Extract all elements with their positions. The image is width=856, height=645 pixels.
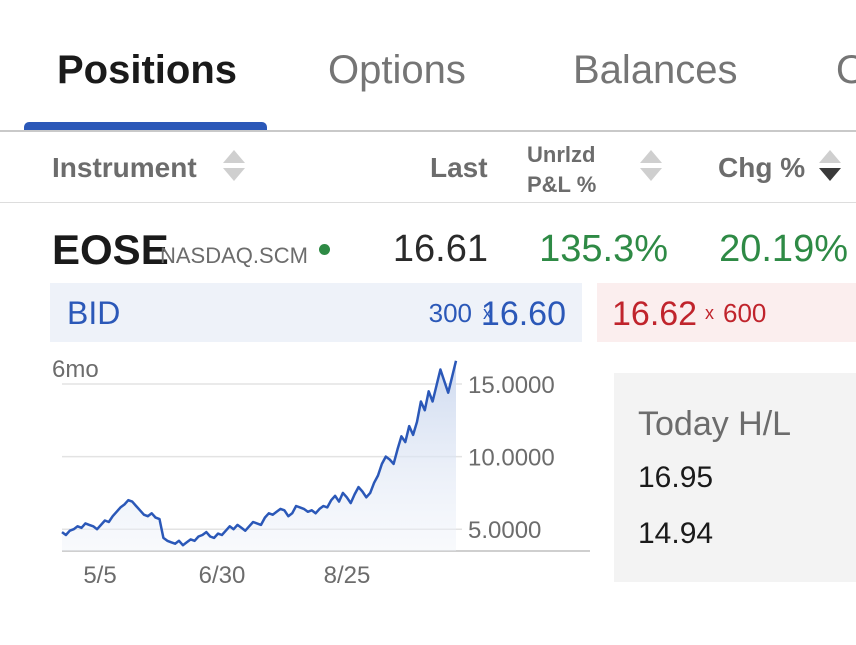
tab-balances[interactable]: Balances (573, 48, 738, 92)
chart-y-tick-label: 5.0000 (468, 517, 541, 544)
chart-area-fill (62, 360, 456, 551)
ask-price: 16.62 (612, 295, 698, 333)
ask-quote[interactable]: 16.62 x 600 (597, 283, 856, 342)
unrealized-pnl-pct: 135.3% (539, 228, 668, 270)
header-divider (0, 202, 856, 203)
market-open-dot-icon (319, 244, 330, 255)
instrument-exchange: NASDAQ.SCM (160, 243, 308, 268)
sort-desc-icon[interactable] (819, 150, 841, 184)
chart-y-tick-label: 15.0000 (468, 372, 555, 399)
bid-quote[interactable]: BID 300 x 16.60 (50, 283, 582, 342)
today-high-low-panel: Today H/L 16.95 14.94 (614, 373, 856, 582)
last-price: 16.61 (392, 228, 488, 270)
tab-overflow[interactable]: O (836, 48, 856, 92)
bid-size: 300 (428, 298, 472, 328)
chart-x-tick-label: 5/5 (83, 562, 116, 589)
chart-series-line (61, 360, 458, 547)
ask-size: 600 (723, 298, 767, 328)
instrument-symbol[interactable]: EOSE (52, 226, 169, 273)
bid-price: 16.60 (480, 295, 566, 333)
tab-options[interactable]: Options (328, 48, 466, 92)
sort-icon[interactable] (640, 150, 662, 184)
sort-icon[interactable] (223, 150, 245, 184)
tab-positions[interactable]: Positions (57, 48, 238, 92)
bid-label: BID (67, 295, 121, 331)
column-header-instrument[interactable]: Instrument (52, 152, 197, 183)
chart-x-tick-label: 8/25 (324, 562, 371, 589)
today-low: 14.94 (638, 517, 714, 550)
column-header-chg-pct[interactable]: Chg % (718, 152, 806, 183)
column-header-unrlzd[interactable]: Unrlzd (527, 142, 596, 167)
price-chart[interactable]: 6mo 15.0000 10.0000 5.0000 5/5 6/30 8/25 (0, 345, 600, 595)
chart-y-tick-label: 10.0000 (468, 445, 555, 472)
today-hl-title: Today H/L (638, 405, 792, 443)
column-header-last[interactable]: Last (430, 152, 488, 183)
chart-period-label: 6mo (52, 356, 99, 383)
today-high: 16.95 (638, 461, 714, 494)
tabs-divider (0, 130, 856, 132)
ask-size-separator: x (705, 303, 714, 323)
active-tab-indicator (24, 122, 267, 131)
bid-size-separator: x (483, 303, 492, 323)
column-header-pnl-pct[interactable]: P&L % (527, 172, 597, 197)
change-pct: 20.19% (719, 228, 848, 270)
chart-x-tick-label: 6/30 (199, 562, 246, 589)
